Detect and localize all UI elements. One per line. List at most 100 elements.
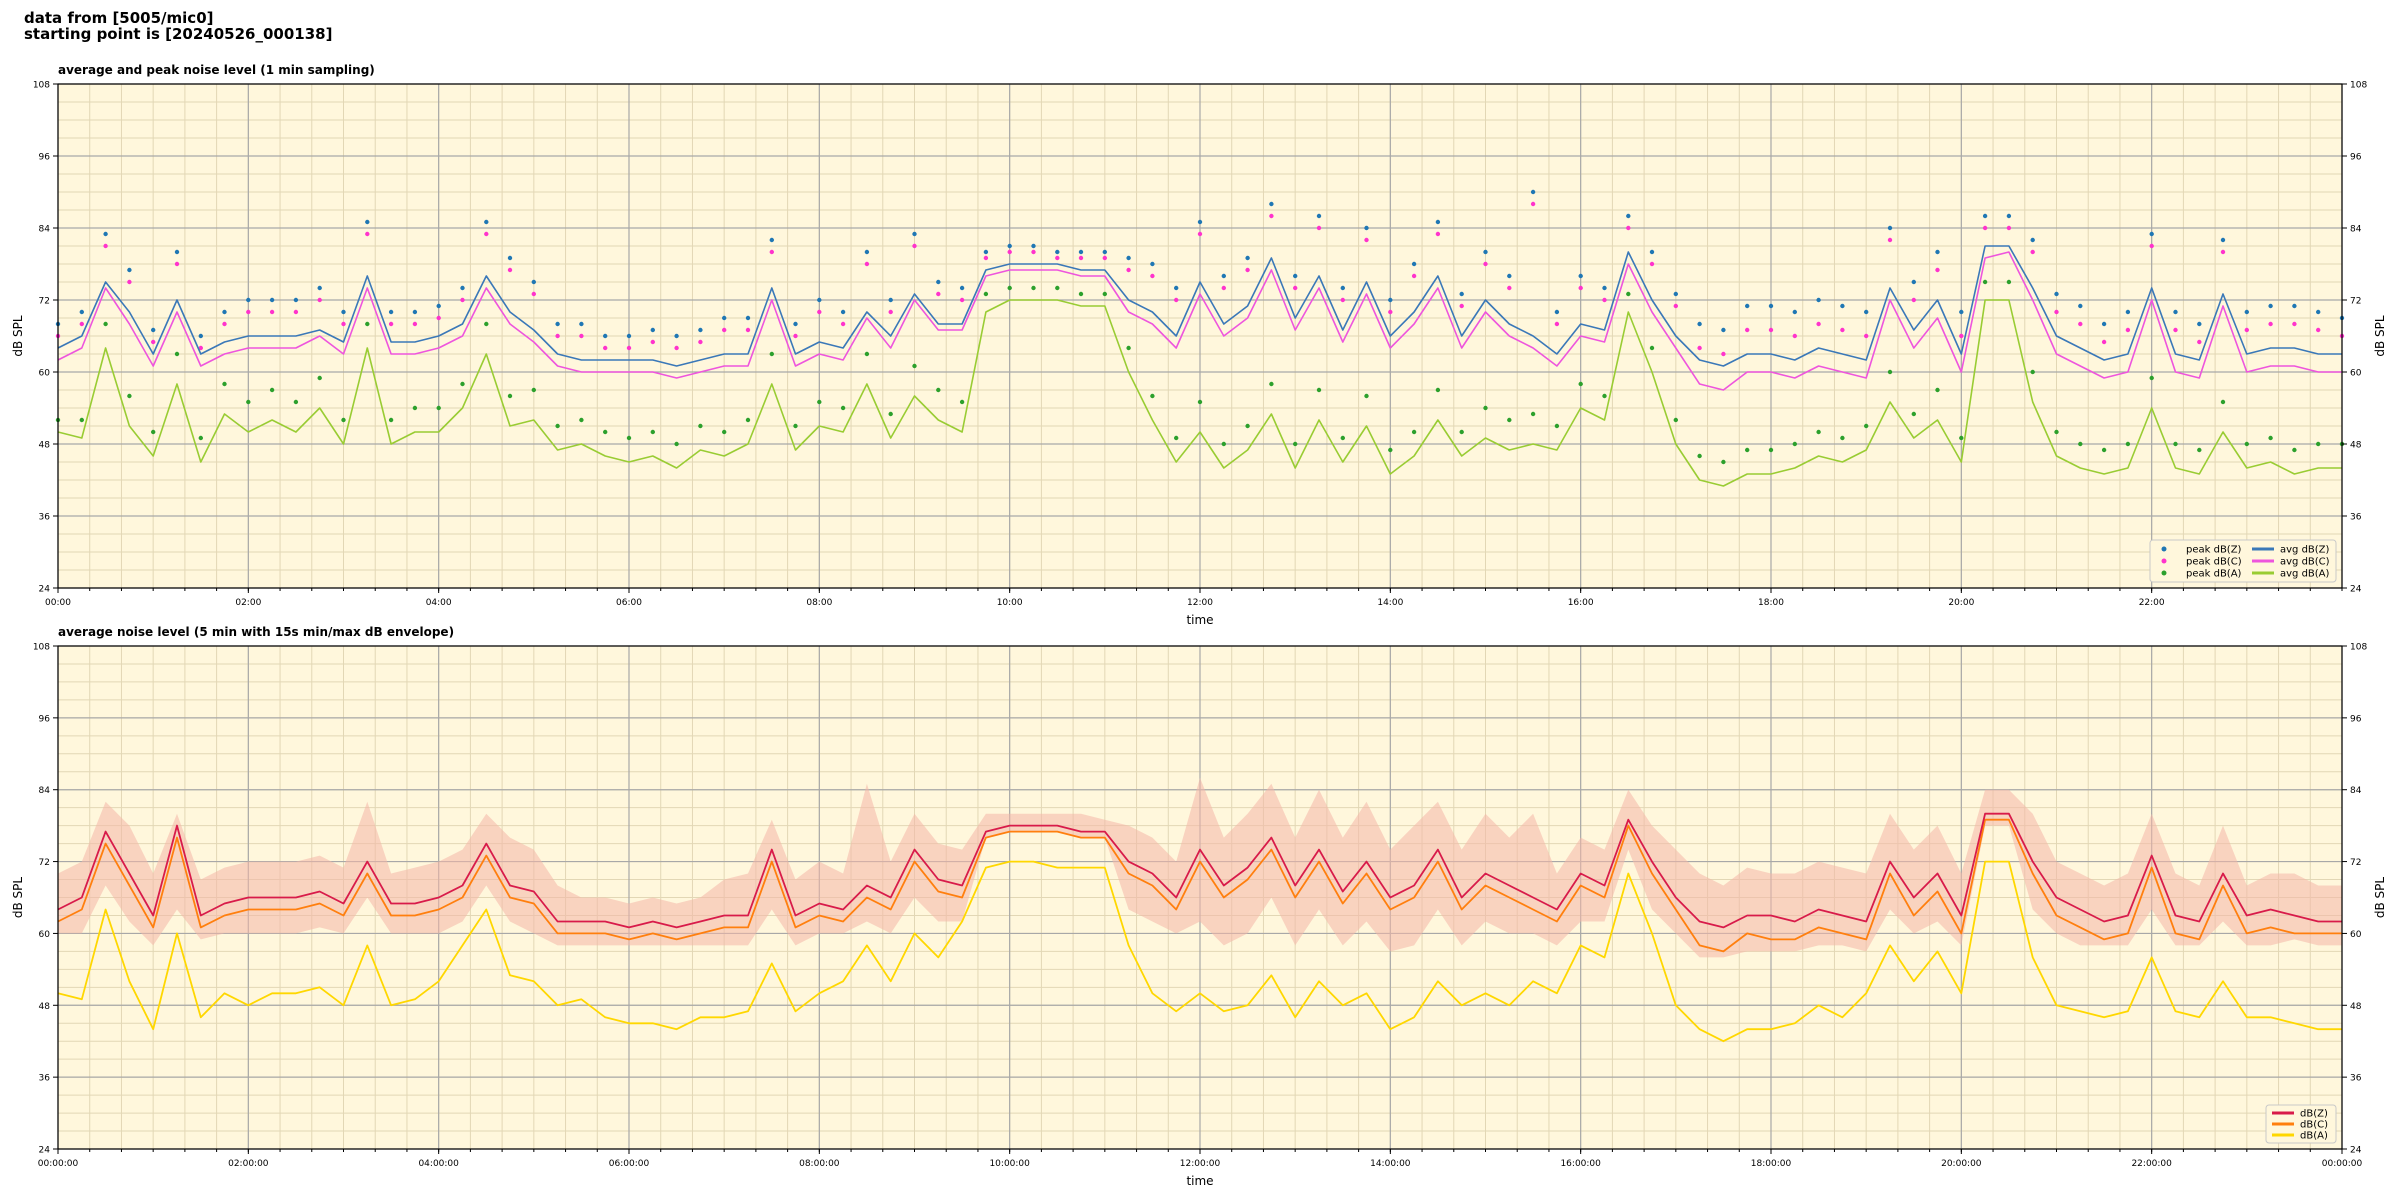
x-tick-label: 00:00:00: [2322, 1159, 2363, 1169]
data-point: [1982, 213, 1988, 219]
data-point: [1745, 327, 1750, 333]
data-point: [222, 309, 227, 315]
data-point: [1388, 309, 1393, 315]
data-point: [793, 333, 798, 339]
data-point: [722, 327, 727, 333]
x-tick-label: 16:00: [1568, 598, 1594, 608]
data-point: [1483, 261, 1488, 267]
y-tick-label-right: 48: [2350, 1002, 2362, 1012]
data-point: [1507, 273, 1512, 279]
data-point: [436, 315, 441, 321]
data-point: [388, 417, 394, 423]
data-point: [626, 333, 632, 339]
y-axis-label-right: dB SPL: [2373, 877, 2387, 919]
data-point: [793, 423, 798, 429]
data-point: [1507, 285, 1512, 291]
data-point: [79, 417, 85, 423]
data-point: [388, 309, 394, 315]
data-point: [341, 417, 346, 423]
data-point: [2078, 441, 2083, 447]
data-point: [745, 315, 751, 321]
data-point: [1554, 423, 1560, 429]
x-ticks: 00:00:00 02:00:00 04:00:00 06:00:00 08:00:00…: [38, 1149, 2363, 1169]
chart-panel-2: 24 24 36 36 48 48 60 60 72 72 84 84 96 96 108 108 00:00:…: [11, 625, 2387, 1188]
data-point: [1911, 297, 1917, 303]
data-point: [2173, 327, 2178, 333]
data-point: [1697, 321, 1702, 327]
data-point: [1530, 201, 1536, 207]
y-tick-label-left: 36: [39, 1074, 51, 1084]
data-point: [1411, 429, 1417, 435]
data-point: [79, 309, 85, 315]
data-point: [1887, 369, 1893, 375]
data-point: [864, 249, 870, 255]
data-point: [412, 321, 418, 327]
data-point: [1316, 213, 1322, 219]
data-point: [1816, 429, 1821, 435]
series-peak-c: [55, 201, 2345, 357]
data-point: [650, 327, 655, 333]
data-point: [2078, 303, 2083, 309]
data-point: [1269, 201, 1274, 207]
data-point: [912, 231, 917, 237]
data-point: [1435, 387, 1441, 393]
data-point: [1578, 381, 1583, 387]
legend: dB(Z)dB(C)dB(A): [2265, 1104, 2337, 1144]
data-point: [1364, 237, 1369, 243]
data-point: [1293, 285, 1298, 291]
data-point: [1721, 327, 1726, 333]
data-point: [1459, 291, 1464, 297]
data-point: [745, 417, 751, 423]
data-point: [1578, 285, 1583, 291]
data-point: [1792, 309, 1798, 315]
data-point: [1768, 447, 1774, 453]
y-tick-label-left: 24: [39, 585, 51, 595]
data-point: [1721, 459, 1726, 465]
data-point: [246, 309, 251, 315]
x-tick-label: 16:00:00: [1560, 1159, 1601, 1169]
y-tick-label-right: 36: [2350, 1074, 2362, 1084]
data-point: [936, 279, 941, 285]
data-point: [151, 327, 156, 333]
data-point: [912, 243, 917, 249]
data-point: [1792, 333, 1798, 339]
data-point: [484, 321, 489, 327]
data-point: [103, 321, 108, 327]
data-point: [959, 297, 965, 303]
y-tick-label-right: 108: [2350, 643, 2367, 653]
data-point: [1673, 417, 1679, 423]
data-point: [2125, 441, 2131, 447]
data-point: [2292, 321, 2297, 327]
data-point: [1816, 297, 1821, 303]
data-point: [2268, 435, 2273, 441]
data-point: [698, 327, 703, 333]
series-line: [57, 299, 2342, 487]
data-point: [293, 309, 299, 315]
data-point: [864, 351, 870, 357]
y-tick-label-left: 96: [39, 153, 51, 163]
y-tick-label-left: 36: [39, 513, 51, 523]
legend-box: [2149, 539, 2337, 583]
x-tick-label: 14:00: [1377, 598, 1403, 608]
data-point: [1864, 423, 1869, 429]
legend-entry: dB(A): [2300, 1131, 2328, 1142]
x-axis-label: time: [1186, 1174, 1213, 1188]
data-point: [1792, 441, 1798, 447]
data-point: [579, 333, 584, 339]
legend-marker: [2161, 558, 2167, 564]
data-point: [1578, 273, 1583, 279]
x-tick-label: 04:00: [426, 598, 452, 608]
data-point: [1007, 285, 1012, 291]
y-tick-label-right: 108: [2350, 81, 2367, 91]
data-point: [555, 423, 560, 429]
data-point: [2030, 237, 2035, 243]
data-point: [983, 291, 989, 297]
data-point: [2292, 447, 2297, 453]
data-point: [1340, 435, 1346, 441]
data-point: [1459, 303, 1464, 309]
data-point: [2173, 441, 2178, 447]
data-point: [1102, 255, 1108, 261]
data-point: [1078, 255, 1084, 261]
data-point: [1554, 309, 1560, 315]
data-point: [198, 333, 203, 339]
